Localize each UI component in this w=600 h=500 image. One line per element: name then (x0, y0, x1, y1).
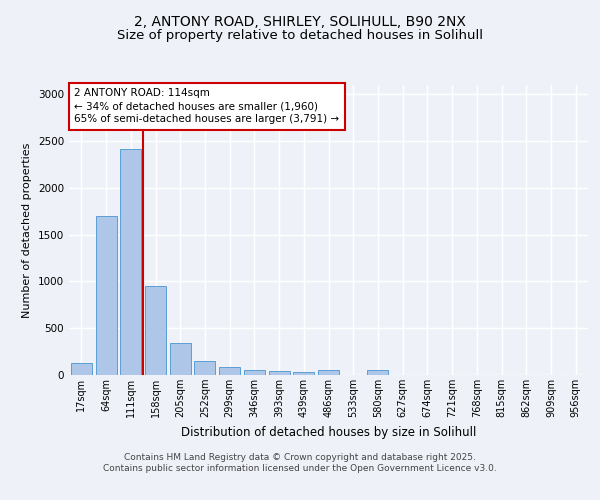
Text: 2 ANTONY ROAD: 114sqm
← 34% of detached houses are smaller (1,960)
65% of semi-d: 2 ANTONY ROAD: 114sqm ← 34% of detached … (74, 88, 340, 124)
Bar (219, 367, 240, 375)
Text: Contains public sector information licensed under the Open Government Licence v3: Contains public sector information licen… (103, 464, 497, 473)
Y-axis label: Number of detached properties: Number of detached properties (22, 142, 32, 318)
Bar (194, 362, 215, 375)
Bar (269, 371, 290, 375)
Bar (244, 370, 265, 375)
Bar (145, 286, 166, 375)
Bar (95, 216, 116, 375)
Text: 2, ANTONY ROAD, SHIRLEY, SOLIHULL, B90 2NX: 2, ANTONY ROAD, SHIRLEY, SOLIHULL, B90 2… (134, 16, 466, 30)
Bar (71, 363, 92, 375)
Bar (318, 370, 339, 375)
X-axis label: Distribution of detached houses by size in Solihull: Distribution of detached houses by size … (181, 426, 476, 438)
Bar (120, 148, 141, 375)
Text: Contains HM Land Registry data © Crown copyright and database right 2025.: Contains HM Land Registry data © Crown c… (124, 453, 476, 462)
Bar (170, 343, 191, 375)
Bar (367, 370, 388, 375)
Text: Size of property relative to detached houses in Solihull: Size of property relative to detached ho… (117, 28, 483, 42)
Bar (293, 372, 314, 375)
